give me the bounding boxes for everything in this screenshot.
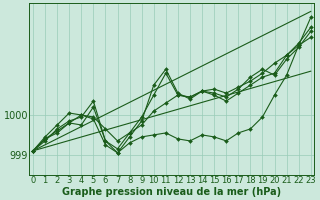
- X-axis label: Graphe pression niveau de la mer (hPa): Graphe pression niveau de la mer (hPa): [62, 187, 281, 197]
